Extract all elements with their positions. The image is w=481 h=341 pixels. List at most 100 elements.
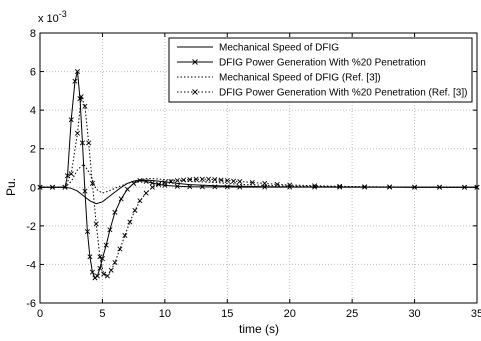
data-point-series-2 bbox=[103, 242, 109, 248]
data-point-series-2 bbox=[187, 184, 193, 190]
data-point-series-4 bbox=[337, 183, 343, 189]
data-point-series-4 bbox=[274, 181, 280, 187]
data-point-series-4 bbox=[101, 271, 107, 277]
data-point-series-2 bbox=[262, 184, 268, 190]
y-tick-label: 8 bbox=[30, 28, 36, 40]
data-point-series-4 bbox=[237, 178, 243, 185]
y-tick-label: 2 bbox=[30, 144, 36, 156]
legend-marker-4 bbox=[192, 89, 198, 95]
legend-marker-2 bbox=[192, 59, 198, 65]
x-tick-label: 5 bbox=[99, 308, 105, 320]
data-point-series-4 bbox=[117, 246, 123, 252]
data-point-series-2 bbox=[64, 173, 70, 179]
data-point-series-4 bbox=[137, 198, 143, 204]
y-tick-label: -4 bbox=[26, 259, 36, 271]
data-point-series-4 bbox=[187, 177, 193, 183]
data-point-series-4 bbox=[412, 184, 418, 190]
data-point-series-4 bbox=[231, 178, 237, 184]
data-point-series-4 bbox=[97, 254, 103, 260]
y-tick-label: 4 bbox=[30, 105, 36, 117]
legend-box bbox=[168, 37, 473, 103]
data-point-series-2 bbox=[149, 180, 155, 186]
data-point-series-2 bbox=[174, 183, 180, 189]
data-point-series-4 bbox=[62, 184, 68, 190]
data-point-series-4 bbox=[168, 178, 174, 185]
data-point-series-2 bbox=[74, 69, 80, 75]
legend-label-2: DFIG Power Generation With %20 Penetrati… bbox=[219, 58, 426, 69]
data-point-series-2 bbox=[118, 196, 124, 202]
data-point-series-4 bbox=[49, 184, 56, 190]
data-point-series-4 bbox=[224, 178, 230, 184]
data-point-series-2 bbox=[224, 184, 230, 190]
y-axis-label: Pu. bbox=[4, 178, 18, 196]
data-point-series-4 bbox=[149, 184, 155, 190]
x-tick-label: 20 bbox=[284, 308, 296, 320]
series-line-3 bbox=[40, 163, 478, 194]
data-point-series-4 bbox=[82, 103, 88, 109]
data-point-series-4 bbox=[143, 190, 149, 196]
y-tick-label: -6 bbox=[26, 298, 36, 310]
data-point-series-2 bbox=[143, 178, 149, 185]
y-tick-label: 0 bbox=[30, 182, 36, 194]
series-line-2 bbox=[40, 71, 477, 279]
data-point-series-4 bbox=[162, 179, 168, 185]
x-tick-label: 35 bbox=[471, 308, 481, 320]
data-point-series-2 bbox=[199, 184, 205, 190]
data-point-series-2 bbox=[237, 184, 243, 190]
data-point-series-2 bbox=[79, 140, 85, 146]
x-axis-label: time (s) bbox=[239, 322, 279, 336]
data-point-series-2 bbox=[212, 184, 218, 190]
data-point-series-4 bbox=[104, 273, 110, 279]
data-point-series-4 bbox=[218, 177, 224, 183]
data-point-series-4 bbox=[181, 177, 187, 183]
legend: Mechanical Speed of DFIG DFIG Power Gener… bbox=[168, 37, 473, 103]
data-point-series-4 bbox=[112, 259, 118, 266]
legend-label-3: Mechanical Speed of DFIG (Ref. [3]) bbox=[219, 73, 381, 84]
data-point-series-4 bbox=[86, 140, 92, 146]
y-tick-label: -2 bbox=[26, 221, 36, 233]
data-point-series-4 bbox=[287, 182, 293, 188]
data-point-series-2 bbox=[68, 117, 74, 123]
data-point-series-2 bbox=[124, 186, 130, 192]
data-point-series-4 bbox=[89, 180, 95, 186]
data-point-series-4 bbox=[461, 184, 468, 190]
data-point-series-4 bbox=[108, 267, 114, 273]
series-line-1 bbox=[40, 179, 478, 205]
legend-label-4: DFIG Power Generation With %20 Penetrati… bbox=[219, 88, 467, 99]
x-tick-label: 30 bbox=[408, 308, 420, 320]
data-point-series-2 bbox=[82, 188, 88, 194]
data-point-series-4 bbox=[122, 232, 128, 239]
legend-label-1: Mechanical Speed of DFIG bbox=[219, 43, 339, 54]
x-tick-label: 10 bbox=[159, 308, 171, 320]
data-point-series-2 bbox=[84, 229, 90, 235]
data-point-series-4 bbox=[362, 184, 368, 190]
data-point-series-4 bbox=[206, 176, 212, 182]
data-point-series-2 bbox=[87, 254, 93, 260]
data-point-series-2 bbox=[94, 273, 100, 279]
x-tick-label: 0 bbox=[37, 308, 43, 320]
data-point-series-4 bbox=[387, 184, 393, 190]
data-point-series-4 bbox=[93, 221, 99, 227]
data-point-series-2 bbox=[131, 180, 137, 186]
data-point-series-2 bbox=[97, 265, 103, 271]
data-point-series-4 bbox=[437, 184, 443, 190]
data-point-series-2 bbox=[337, 184, 343, 190]
x-tick-label: 25 bbox=[346, 308, 358, 320]
data-point-series-4 bbox=[127, 219, 133, 225]
data-point-series-4 bbox=[249, 179, 255, 185]
data-point-series-4 bbox=[174, 178, 180, 184]
data-point-series-4 bbox=[132, 207, 138, 213]
data-point-series-4 bbox=[312, 183, 318, 189]
data-point-series-2 bbox=[72, 78, 78, 84]
data-point-series-2 bbox=[287, 184, 293, 190]
series-layer bbox=[37, 69, 480, 281]
data-point-series-4 bbox=[78, 94, 84, 100]
data-point-series-4 bbox=[74, 130, 80, 136]
data-point-series-4 bbox=[68, 171, 74, 177]
data-point-series-4 bbox=[199, 176, 205, 182]
data-point-series-2 bbox=[112, 209, 118, 215]
axis-ticks: 0 5 10 15 20 25 30 35 -6 -4 -2 0 2 4 6 8 bbox=[26, 28, 481, 320]
y-axis-exponent: x 10-3 bbox=[38, 9, 67, 25]
x-tick-label: 15 bbox=[221, 308, 233, 320]
